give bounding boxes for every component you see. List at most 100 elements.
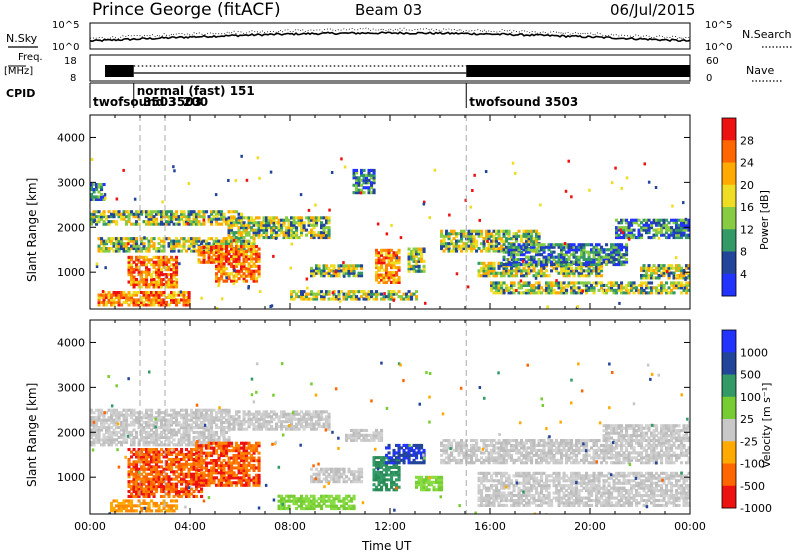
heatmap-cell <box>132 291 136 295</box>
heatmap-cell <box>170 408 174 412</box>
heatmap-cell <box>217 483 221 487</box>
heatmap-cell <box>415 247 419 251</box>
heatmap-cell <box>365 297 369 301</box>
heatmap-cell <box>410 297 414 301</box>
heatmap-cell <box>652 264 656 268</box>
heatmap-cell <box>600 283 604 287</box>
heatmap-cell <box>580 291 584 295</box>
heatmap-cell <box>167 435 171 439</box>
heatmap-cell <box>315 295 319 299</box>
heatmap-cell <box>510 248 514 252</box>
heatmap-cell <box>257 468 261 472</box>
heatmap-cell <box>377 276 381 280</box>
heatmap-cell <box>152 460 156 464</box>
heatmap-cell <box>565 266 569 270</box>
heatmap-cell <box>632 281 636 285</box>
heatmap-cell <box>90 440 94 444</box>
heatmap-cell <box>550 291 554 295</box>
heatmap-cell <box>297 295 301 299</box>
heatmap-cell <box>202 466 206 470</box>
heatmap-cell <box>650 276 654 280</box>
heatmap-cell <box>192 222 196 226</box>
heatmap-cell <box>215 423 219 427</box>
heatmap-cell <box>167 421 171 425</box>
heatmap-cell <box>645 218 649 222</box>
heatmap-cell <box>172 270 176 274</box>
heatmap-cell <box>215 259 219 263</box>
heatmap-cell <box>252 444 256 448</box>
heatmap-cell <box>242 274 246 278</box>
heatmap-cell <box>142 430 146 434</box>
heatmap-cell <box>217 418 221 422</box>
heatmap-cell <box>647 223 651 227</box>
heatmap-cell <box>200 260 204 264</box>
heatmap-cell <box>160 418 164 422</box>
heatmap-cell <box>160 249 164 253</box>
heatmap-cell <box>117 413 121 417</box>
heatmap-cell <box>590 260 594 264</box>
heatmap-cell <box>110 408 114 412</box>
heatmap-cell <box>182 244 186 248</box>
heatmap-cell <box>175 237 179 241</box>
heatmap-cell <box>165 504 169 508</box>
heatmap-cell <box>232 481 236 485</box>
heatmap-cell <box>352 168 356 172</box>
heatmap-cell <box>160 452 164 456</box>
heatmap-cell <box>110 303 114 307</box>
heatmap-cell <box>670 231 674 235</box>
heatmap-cell <box>300 218 304 222</box>
heatmap-cell <box>160 260 164 264</box>
heatmap-cell <box>650 281 654 285</box>
heatmap-cell <box>210 408 214 412</box>
heatmap-cell <box>510 243 514 247</box>
heatmap-cell <box>137 438 141 442</box>
heatmap-cell <box>447 249 451 253</box>
heatmap-cell <box>142 426 146 430</box>
heatmap-cell <box>300 231 304 235</box>
heatmap-cell <box>107 291 111 295</box>
heatmap-cell <box>512 288 516 292</box>
heatmap-cell <box>155 268 159 272</box>
heatmap-cell <box>500 286 504 290</box>
heatmap-cell <box>207 471 211 475</box>
heatmap-cell <box>486 239 489 243</box>
heatmap-cell <box>247 249 251 253</box>
heatmap-cell <box>125 237 129 241</box>
heatmap-cell <box>135 418 139 422</box>
heatmap-cell <box>130 509 134 513</box>
heatmap-cell <box>170 509 174 513</box>
heatmap-cell <box>142 494 146 498</box>
heatmap-cell <box>100 423 104 427</box>
heatmap-cell <box>570 271 574 275</box>
heatmap-cell <box>267 223 271 227</box>
heatmap-cell <box>540 245 544 249</box>
heatmap-cell <box>197 408 201 412</box>
heatmap-cell <box>617 245 621 249</box>
heatmap-cell <box>177 450 181 454</box>
heatmap-cell <box>262 412 266 416</box>
heatmap-cell <box>685 283 689 287</box>
heatmap-cell <box>555 281 559 285</box>
heatmap-cell <box>567 274 571 278</box>
heatmap-cell <box>142 465 146 469</box>
heatmap-cell <box>147 443 151 447</box>
heatmap-cell <box>292 231 296 235</box>
heatmap-cell <box>155 270 159 274</box>
heatmap-cell <box>295 216 299 220</box>
nsky-strip-frame <box>89 22 691 50</box>
heatmap-cell <box>217 408 221 412</box>
heatmap-cell <box>676 275 679 279</box>
heatmap-cell <box>222 252 226 256</box>
heatmap-cell <box>130 283 134 287</box>
heatmap-cell <box>290 292 294 296</box>
heatmap-cell <box>222 212 226 216</box>
heatmap-cell <box>175 423 179 427</box>
heatmap-cell <box>490 239 494 243</box>
heatmap-cell <box>582 262 586 266</box>
heatmap-cell <box>242 478 246 482</box>
heatmap-cell <box>257 476 261 480</box>
heatmap-cell <box>227 231 231 235</box>
heatmap-cell <box>322 216 326 220</box>
heatmap-cell <box>215 267 219 271</box>
heatmap-cell <box>230 249 234 253</box>
